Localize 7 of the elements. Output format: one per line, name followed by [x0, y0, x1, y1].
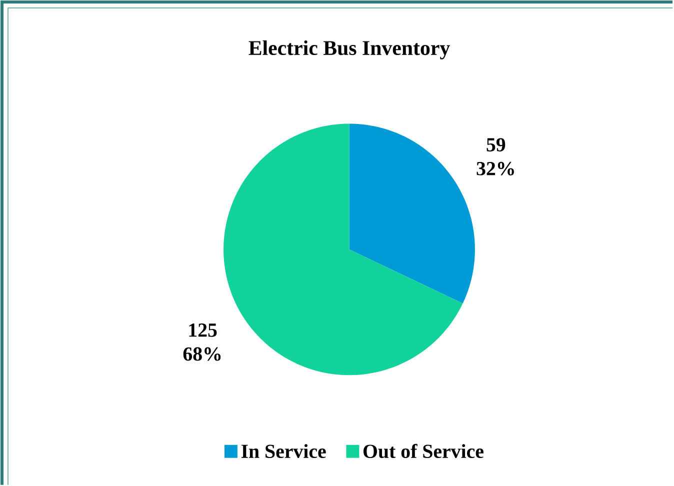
text: 32%: [476, 162, 514, 176]
text: 68%: [183, 347, 221, 361]
chart-title: Electric Bus Inventory: [248, 40, 450, 60]
legend-label: In Service: [241, 444, 326, 458]
data-label: 125: [189, 323, 217, 337]
legend-label: Out of Service: [363, 444, 484, 458]
data-label: 59: [486, 138, 506, 152]
